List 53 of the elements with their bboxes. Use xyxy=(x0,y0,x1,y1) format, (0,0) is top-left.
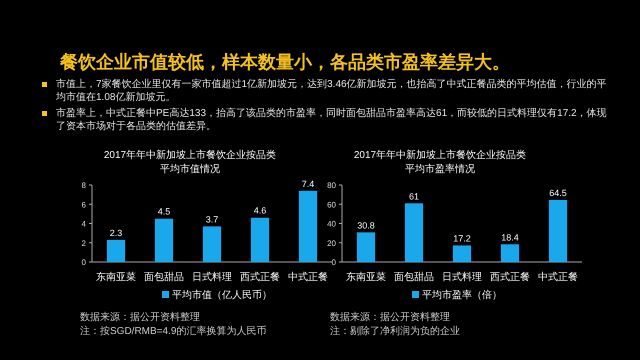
chart-subtitle: 平均市值情况 xyxy=(160,163,220,175)
chart-title: 2017年年中新加坡上市餐饮企业按品类 xyxy=(104,149,276,161)
bar xyxy=(500,244,520,262)
legend-label: 平均市盈率（倍） xyxy=(422,289,502,301)
x-tick-label: 面包甜品 xyxy=(144,271,184,283)
y-tick-label: 8 xyxy=(82,181,87,190)
x-tick-label: 东南亚菜 xyxy=(96,271,136,283)
y-tick-label: 0 xyxy=(332,258,337,267)
bar xyxy=(298,190,318,262)
y-tick-label: 60 xyxy=(327,200,337,210)
source-note: 数据来源：据公开资料整理 xyxy=(330,311,450,323)
text: 餐饮企业市值较低，样本数量小，各品类市盈率差异大。 xyxy=(60,51,510,74)
bar xyxy=(548,200,568,262)
y-tick-label: 6 xyxy=(82,200,87,210)
y-tick-label: 80 xyxy=(327,181,337,190)
chart-title: 2017年年中新加坡上市餐饮企业按品类 xyxy=(354,149,526,161)
bar xyxy=(154,218,174,262)
text: 注：按SGD/RMB=4.9的汇率换算为人民币 xyxy=(80,325,266,337)
data-label: 4.6 xyxy=(254,206,266,216)
bar xyxy=(356,232,376,262)
bar xyxy=(452,245,472,262)
data-label: 18.4 xyxy=(501,232,519,242)
data-label: 30.8 xyxy=(357,220,375,230)
data-label: 3.7 xyxy=(206,214,218,224)
text: 注：剔除了净利润为负的企业 xyxy=(330,325,460,337)
y-tick-label: 4 xyxy=(82,220,87,228)
bar xyxy=(404,203,424,262)
source-note: 数据来源：据公开资料整理 xyxy=(80,311,200,323)
x-tick-label: 西式正餐 xyxy=(490,271,530,283)
y-tick-label: 0 xyxy=(82,258,87,267)
data-label: 64.5 xyxy=(549,188,567,198)
y-tick-label: 20 xyxy=(327,238,337,248)
data-label: 61 xyxy=(408,191,420,202)
x-tick-label: 日式料理 xyxy=(192,271,232,283)
x-tick-label: 中式正餐 xyxy=(288,271,328,283)
x-tick-label: 西式正餐 xyxy=(240,271,280,283)
legend-label: 平均市值（亿人民币） xyxy=(172,289,272,301)
x-tick-label: 东南亚菜 xyxy=(346,271,386,283)
y-tick-label: 40 xyxy=(327,220,337,228)
y-tick-label: 2 xyxy=(82,238,87,248)
bar xyxy=(202,226,222,262)
bar xyxy=(106,240,126,262)
data-label: 4.5 xyxy=(158,206,170,217)
x-tick-label: 中式正餐 xyxy=(538,271,578,283)
x-tick-label: 面包甜品 xyxy=(394,271,434,283)
data-label: 2.3 xyxy=(110,228,122,238)
bar xyxy=(250,218,270,262)
chart-subtitle: 平均市盈率情况 xyxy=(405,163,475,175)
text: 市值上，7家餐饮企业里仅有一家市值超过1亿新加坡元，达到3.46亿新加坡元，也抬高了中式正餐品类的平均估值，行业的平均市值在1.08亿新加坡元。 xyxy=(55,78,608,104)
data-label: 17.2 xyxy=(453,233,471,244)
x-tick-label: 日式料理 xyxy=(442,271,482,283)
text: 市盈率上，中式正餐中PE高达133，抬高了该品类的市盈率，同时面包甜品市盈率高达61，而较低的日式料理仅有17.2，体现了资本市场对于各品类的估值差异。 xyxy=(55,107,608,133)
data-label: 7.4 xyxy=(302,178,314,189)
